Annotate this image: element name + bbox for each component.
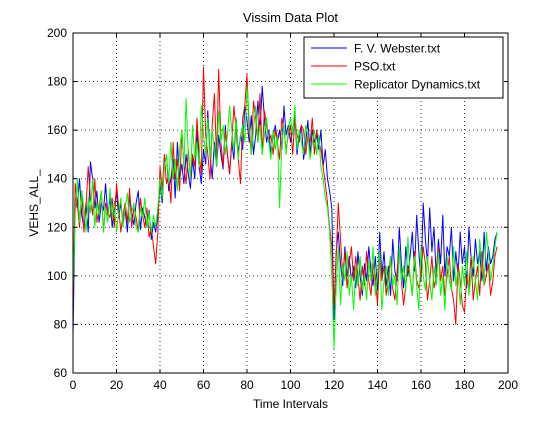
- legend-label-1: F. V. Webster.txt: [354, 42, 441, 56]
- x-tick-label: 120: [324, 378, 344, 392]
- y-tick-label: 180: [47, 75, 67, 89]
- series-line-3: [72, 85, 498, 350]
- x-tick-label: 140: [367, 378, 387, 392]
- y-tick-label: 200: [47, 26, 67, 40]
- y-tick-label: 80: [54, 317, 68, 331]
- x-tick-label: 200: [498, 378, 518, 392]
- chart-title: Vissim Data Plot: [243, 10, 339, 25]
- series-group: [72, 66, 498, 350]
- x-tick-label: 0: [70, 378, 77, 392]
- legend-box: [303, 36, 504, 99]
- x-tick-label: 20: [110, 378, 124, 392]
- x-tick-label: 40: [153, 378, 167, 392]
- x-tick-label: 80: [240, 378, 254, 392]
- y-tick-label: 120: [47, 220, 67, 234]
- y-axis-label: VEHS_ALL_: [27, 169, 41, 237]
- ticks: 0 20 40 60 80 100 120 140 160 180 200 60 80 100 120 140…: [47, 26, 518, 392]
- legend-entries: F. V. Webster.txt PSO.txt Replicator Dynam…: [311, 42, 481, 92]
- legend: F. V. Webster.txt PSO.txt Replicator Dynam…: [303, 36, 504, 99]
- x-tick-label: 180: [454, 378, 474, 392]
- series-line-1: [72, 85, 498, 337]
- y-tick-label: 140: [47, 172, 67, 186]
- y-tick-label: 160: [47, 123, 67, 137]
- x-tick-label: 160: [411, 378, 431, 392]
- legend-label-2: PSO.txt: [354, 60, 396, 74]
- x-tick-label: 100: [280, 378, 300, 392]
- y-tick-label: 60: [54, 366, 68, 380]
- x-axis-label: Time Intervals: [253, 397, 328, 411]
- x-tick-label: 60: [197, 378, 211, 392]
- y-tick-label: 100: [47, 269, 67, 283]
- legend-label-3: Replicator Dynamics.txt: [354, 78, 481, 92]
